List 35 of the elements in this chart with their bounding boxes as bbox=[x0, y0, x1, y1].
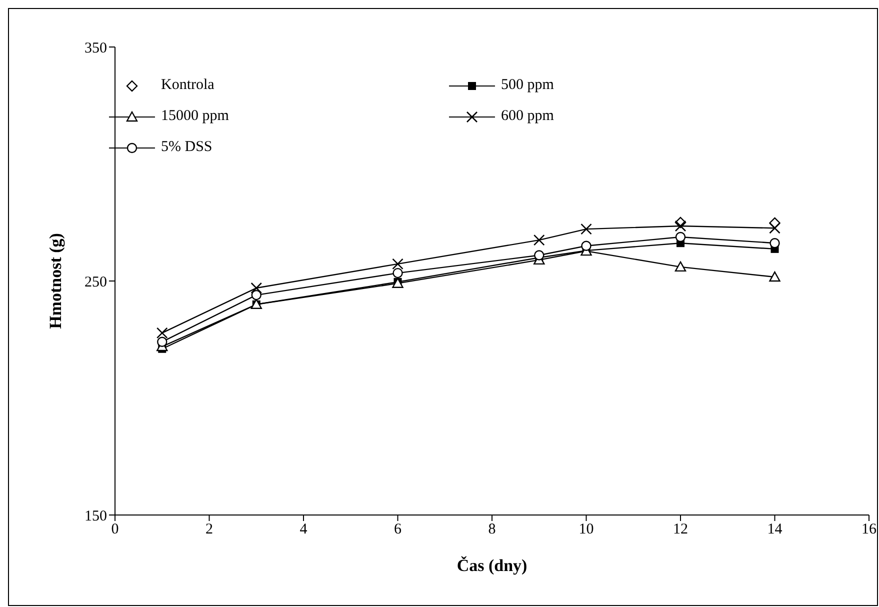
point bbox=[770, 238, 780, 248]
x-tick-label: 16 bbox=[862, 522, 877, 538]
legend-label: Kontrola bbox=[161, 77, 214, 94]
x-tick-label: 0 bbox=[111, 522, 119, 538]
legend-label: 15000 ppm bbox=[161, 108, 229, 125]
point bbox=[769, 271, 780, 282]
point bbox=[674, 261, 686, 272]
point bbox=[157, 336, 168, 347]
point bbox=[581, 240, 592, 251]
legend-label: 600 ppm bbox=[501, 108, 554, 125]
y-tick-label: 250 bbox=[84, 274, 107, 290]
point bbox=[250, 282, 262, 294]
point bbox=[392, 268, 403, 278]
point bbox=[580, 223, 592, 235]
x-tick-label: 8 bbox=[488, 522, 496, 538]
point bbox=[533, 234, 545, 246]
x-axis-title: Čas (dny) bbox=[456, 556, 528, 575]
point bbox=[156, 327, 168, 339]
x-tick-label: 10 bbox=[578, 522, 594, 538]
x-tick-label: 14 bbox=[767, 522, 783, 538]
point bbox=[769, 222, 780, 234]
x-tick-label: 4 bbox=[300, 522, 308, 538]
x-tick-label: 12 bbox=[673, 522, 688, 538]
legend-label: 500 ppm bbox=[501, 77, 554, 94]
point bbox=[392, 258, 404, 270]
legend-label: 5% DSS bbox=[161, 139, 212, 156]
x-tick-label: 2 bbox=[206, 522, 213, 538]
y-axis-title: Hmotnost (g) bbox=[46, 233, 66, 329]
point bbox=[534, 250, 544, 260]
point bbox=[675, 232, 686, 242]
point bbox=[251, 290, 262, 300]
y-tick-label: 150 bbox=[84, 508, 107, 524]
point bbox=[674, 220, 686, 232]
x-tick-label: 6 bbox=[394, 522, 402, 538]
y-tick-label: 350 bbox=[84, 40, 107, 56]
